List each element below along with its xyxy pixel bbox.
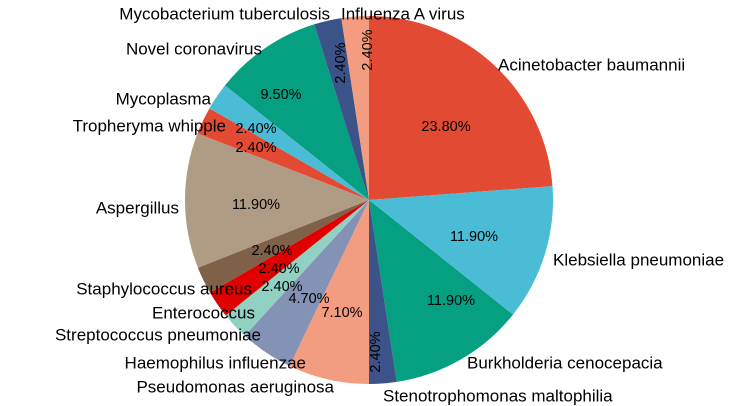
category-label-stenotrophomonas-maltophilia: Stenotrophomonas maltophilia bbox=[383, 386, 613, 405]
category-label-pseudomonas-aeruginosa: Pseudomonas aeruginosa bbox=[136, 377, 334, 396]
pct-label-influenza-a-virus: 2.40% bbox=[360, 29, 376, 70]
category-labels: Acinetobacter baumannii Klebsiella pneumo… bbox=[55, 4, 724, 405]
category-label-novel-coronavirus: Novel coronavirus bbox=[126, 39, 262, 58]
pie-slice-burkholderia-cenocepacia bbox=[369, 200, 513, 382]
category-label-haemophilus-influenzae: Haemophilus influenzae bbox=[125, 353, 306, 372]
pct-label-klebsiella-pneumoniae: 11.90% bbox=[450, 229, 498, 245]
pct-label-stenotrophomonas-maltophilia: 2.40% bbox=[368, 331, 384, 372]
pie-slices bbox=[185, 16, 554, 384]
pct-label-novel-coronavirus: 9.50% bbox=[260, 87, 301, 103]
category-label-acinetobacter-baumannii: Acinetobacter baumannii bbox=[498, 55, 685, 74]
category-label-influenza-a-virus: Influenza A virus bbox=[341, 4, 465, 23]
category-label-tropheryma-whipple: Tropheryma whipple bbox=[73, 116, 226, 135]
category-label-burkholderia-cenocepacia: Burkholderia cenocepacia bbox=[467, 353, 663, 372]
pct-label-acinetobacter-baumannii: 23.80% bbox=[421, 119, 470, 135]
pct-label-mycobacterium-tuberculosis: 2.40% bbox=[333, 42, 349, 83]
pie-slice-streptococcus-pneumoniae bbox=[225, 200, 369, 336]
pie-slice-mycobacterium-tuberculosis bbox=[314, 18, 369, 201]
category-label-staphylococcus-aureus: Staphylococcus aureus bbox=[76, 279, 252, 298]
pie-slice-stenotrophomonas-maltophilia bbox=[369, 200, 397, 384]
category-label-streptococcus-pneumoniae: Streptococcus pneumoniae bbox=[55, 325, 261, 344]
pie-slice-aspergillus bbox=[185, 133, 369, 268]
category-label-mycobacterium-tuberculosis: Mycobacterium tuberculosis bbox=[119, 4, 330, 23]
pie-slice-acinetobacter-baumannii bbox=[369, 16, 553, 200]
category-label-aspergillus: Aspergillus bbox=[96, 198, 179, 217]
category-label-enterococcus: Enterococcus bbox=[152, 303, 255, 322]
pct-label-burkholderia-cenocepacia: 11.90% bbox=[427, 293, 475, 309]
pct-label-staphylococcus-aureus: 2.40% bbox=[251, 243, 292, 259]
pie-slice-influenza-a-virus bbox=[341, 16, 369, 200]
pie-slice-mycoplasma bbox=[209, 85, 369, 200]
category-label-mycoplasma: Mycoplasma bbox=[116, 89, 212, 108]
pct-label-tropheryma-whipple: 2.40% bbox=[235, 140, 276, 156]
pie-slice-pseudomonas-aeruginosa bbox=[289, 200, 369, 384]
pct-label-mycoplasma: 2.40% bbox=[235, 121, 276, 137]
pct-label-pseudomonas-aeruginosa: 7.10% bbox=[321, 305, 362, 321]
pct-label-streptococcus-pneumoniae: 2.40% bbox=[261, 279, 302, 295]
category-label-klebsiella-pneumoniae: Klebsiella pneumoniae bbox=[553, 250, 724, 269]
pie-slice-klebsiella-pneumoniae bbox=[369, 186, 554, 315]
percentage-labels: 23.80%11.90%11.90%2.40%7.10%4.70%2.40%2.… bbox=[232, 29, 498, 372]
pct-label-aspergillus: 11.90% bbox=[232, 197, 280, 213]
pct-label-haemophilus-influenzae: 4.70% bbox=[288, 291, 329, 307]
pct-label-enterococcus: 2.40% bbox=[258, 261, 299, 277]
pie-slice-haemophilus-influenzae bbox=[244, 200, 369, 366]
pie-slice-novel-coronavirus bbox=[225, 24, 369, 200]
pie-slice-staphylococcus-aureus bbox=[197, 200, 369, 293]
pie-slice-tropheryma-whipple bbox=[197, 108, 369, 200]
pie-slice-enterococcus bbox=[210, 200, 369, 316]
